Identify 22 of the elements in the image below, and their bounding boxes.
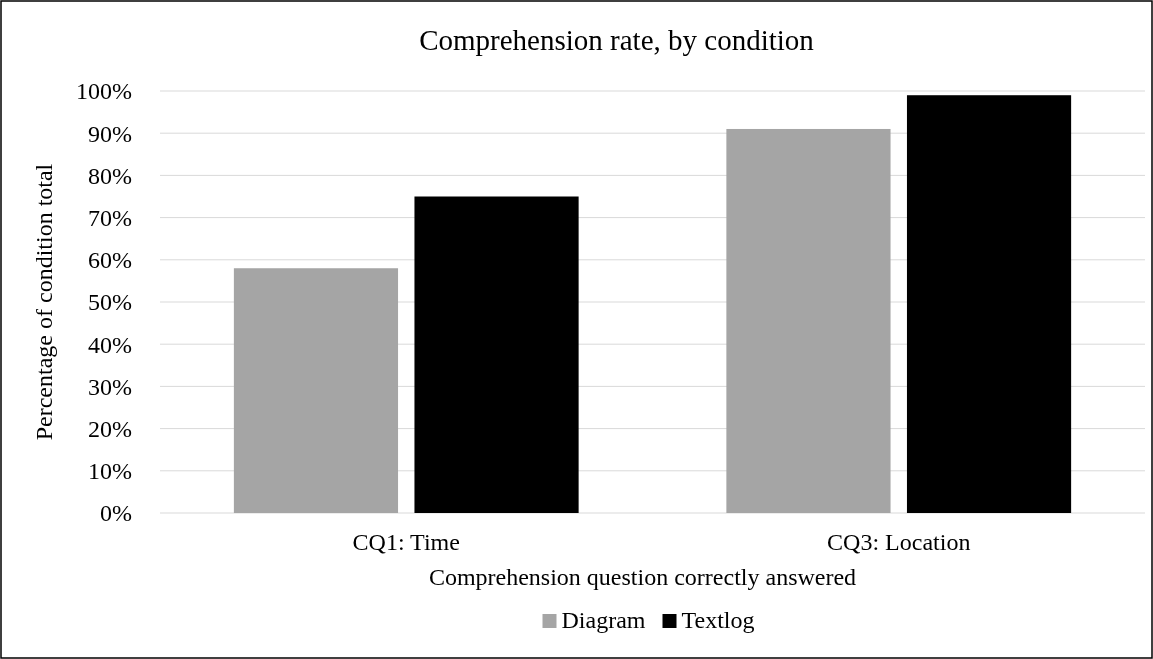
y-tick-label: 90% <box>88 120 132 147</box>
y-tick-label: 30% <box>88 373 132 400</box>
x-tick-label: CQ3: Location <box>827 529 971 555</box>
bar <box>726 128 891 513</box>
bar <box>414 196 579 513</box>
legend-label: Textlog <box>681 607 755 633</box>
y-tick-label: 80% <box>88 162 132 189</box>
y-tick-label: 40% <box>88 331 132 358</box>
y-tick-label: 10% <box>88 458 132 485</box>
x-axis-title: Comprehension question correctly answered <box>428 564 857 590</box>
y-tick-label: 60% <box>88 247 132 274</box>
bar <box>233 268 399 513</box>
y-tick-label: 70% <box>88 205 132 231</box>
legend-label: Diagram <box>561 607 646 633</box>
y-tick-label: 20% <box>88 416 132 442</box>
y-tick-label: 0% <box>100 500 132 527</box>
y-tick-label: 50% <box>88 289 132 316</box>
y-tick-label: 100% <box>76 78 132 105</box>
x-tick-label: CQ1: Time <box>352 529 460 555</box>
y-axis-title: Percentage of condition total <box>31 163 57 441</box>
bar <box>906 95 1072 513</box>
chart-title: Comprehension rate, by condition <box>419 24 815 56</box>
